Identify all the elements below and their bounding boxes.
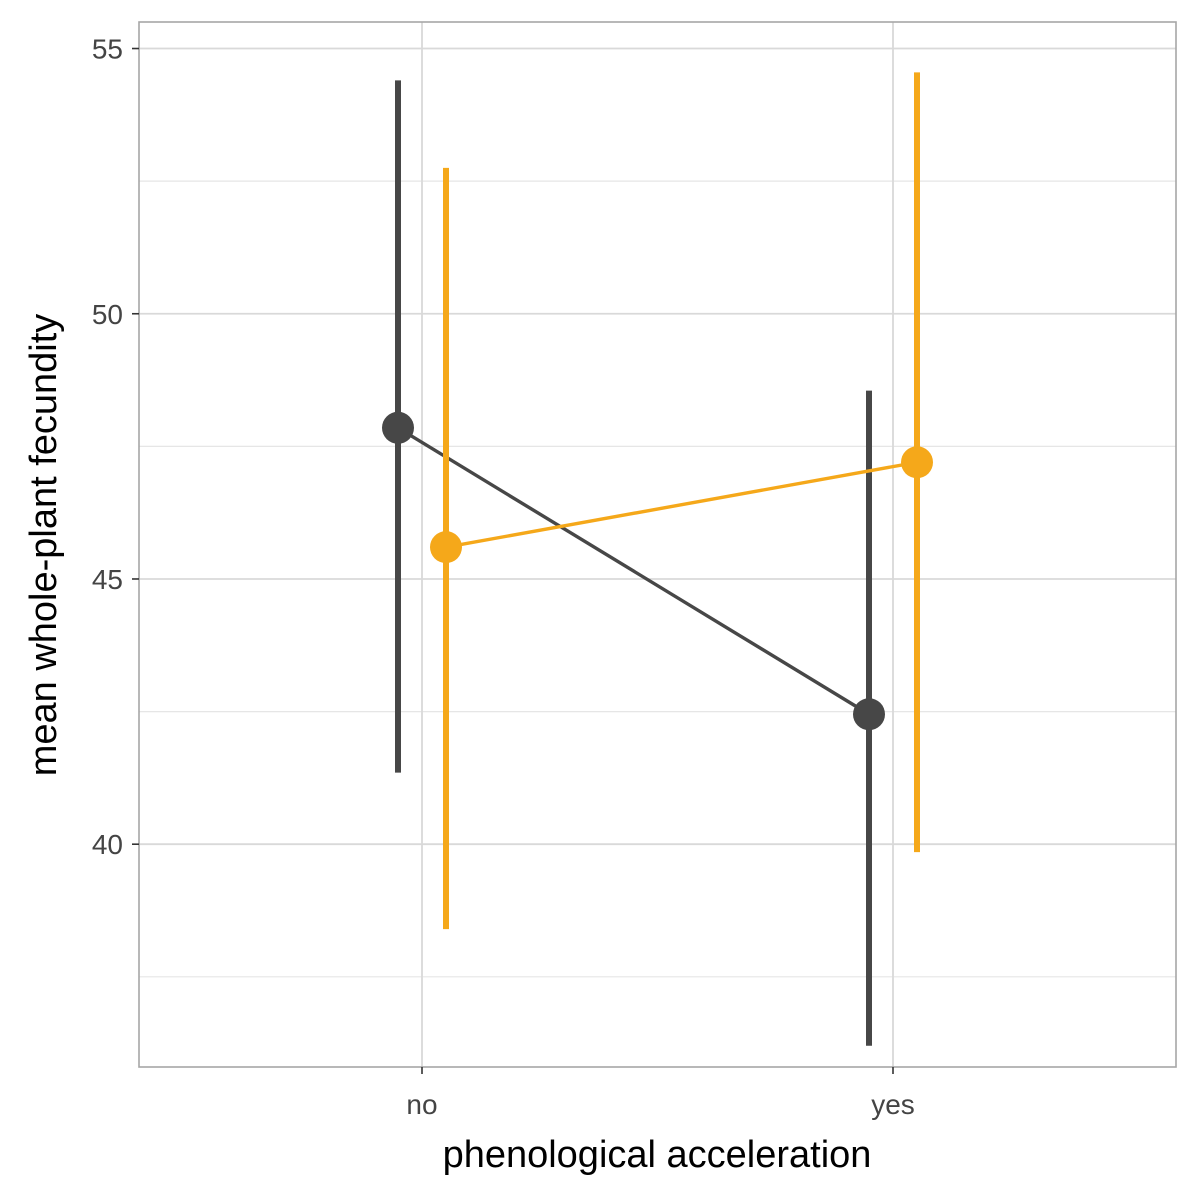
y-tick-label: 55 (92, 34, 123, 65)
x-tick-label: no (406, 1089, 437, 1120)
data-point (901, 446, 933, 479)
series-line (445, 460, 918, 549)
y-axis-title: mean whole-plant fecundity (23, 314, 65, 777)
y-tick-label: 40 (92, 829, 123, 860)
data-point (853, 698, 885, 731)
y-tick-label: 50 (92, 299, 123, 330)
data-point (382, 411, 414, 444)
y-axis: 40 45 50 55 (92, 34, 139, 860)
x-axis-title: phenological acceleration (443, 1134, 872, 1176)
data-point (430, 531, 462, 564)
series-group (382, 72, 933, 1046)
y-tick-label: 45 (92, 564, 123, 595)
x-axis: no yes (406, 1067, 915, 1120)
x-tick-label: yes (871, 1089, 915, 1120)
series-line (397, 426, 870, 716)
grid (139, 22, 1176, 1067)
plot-panel-border (138, 21, 1177, 1068)
